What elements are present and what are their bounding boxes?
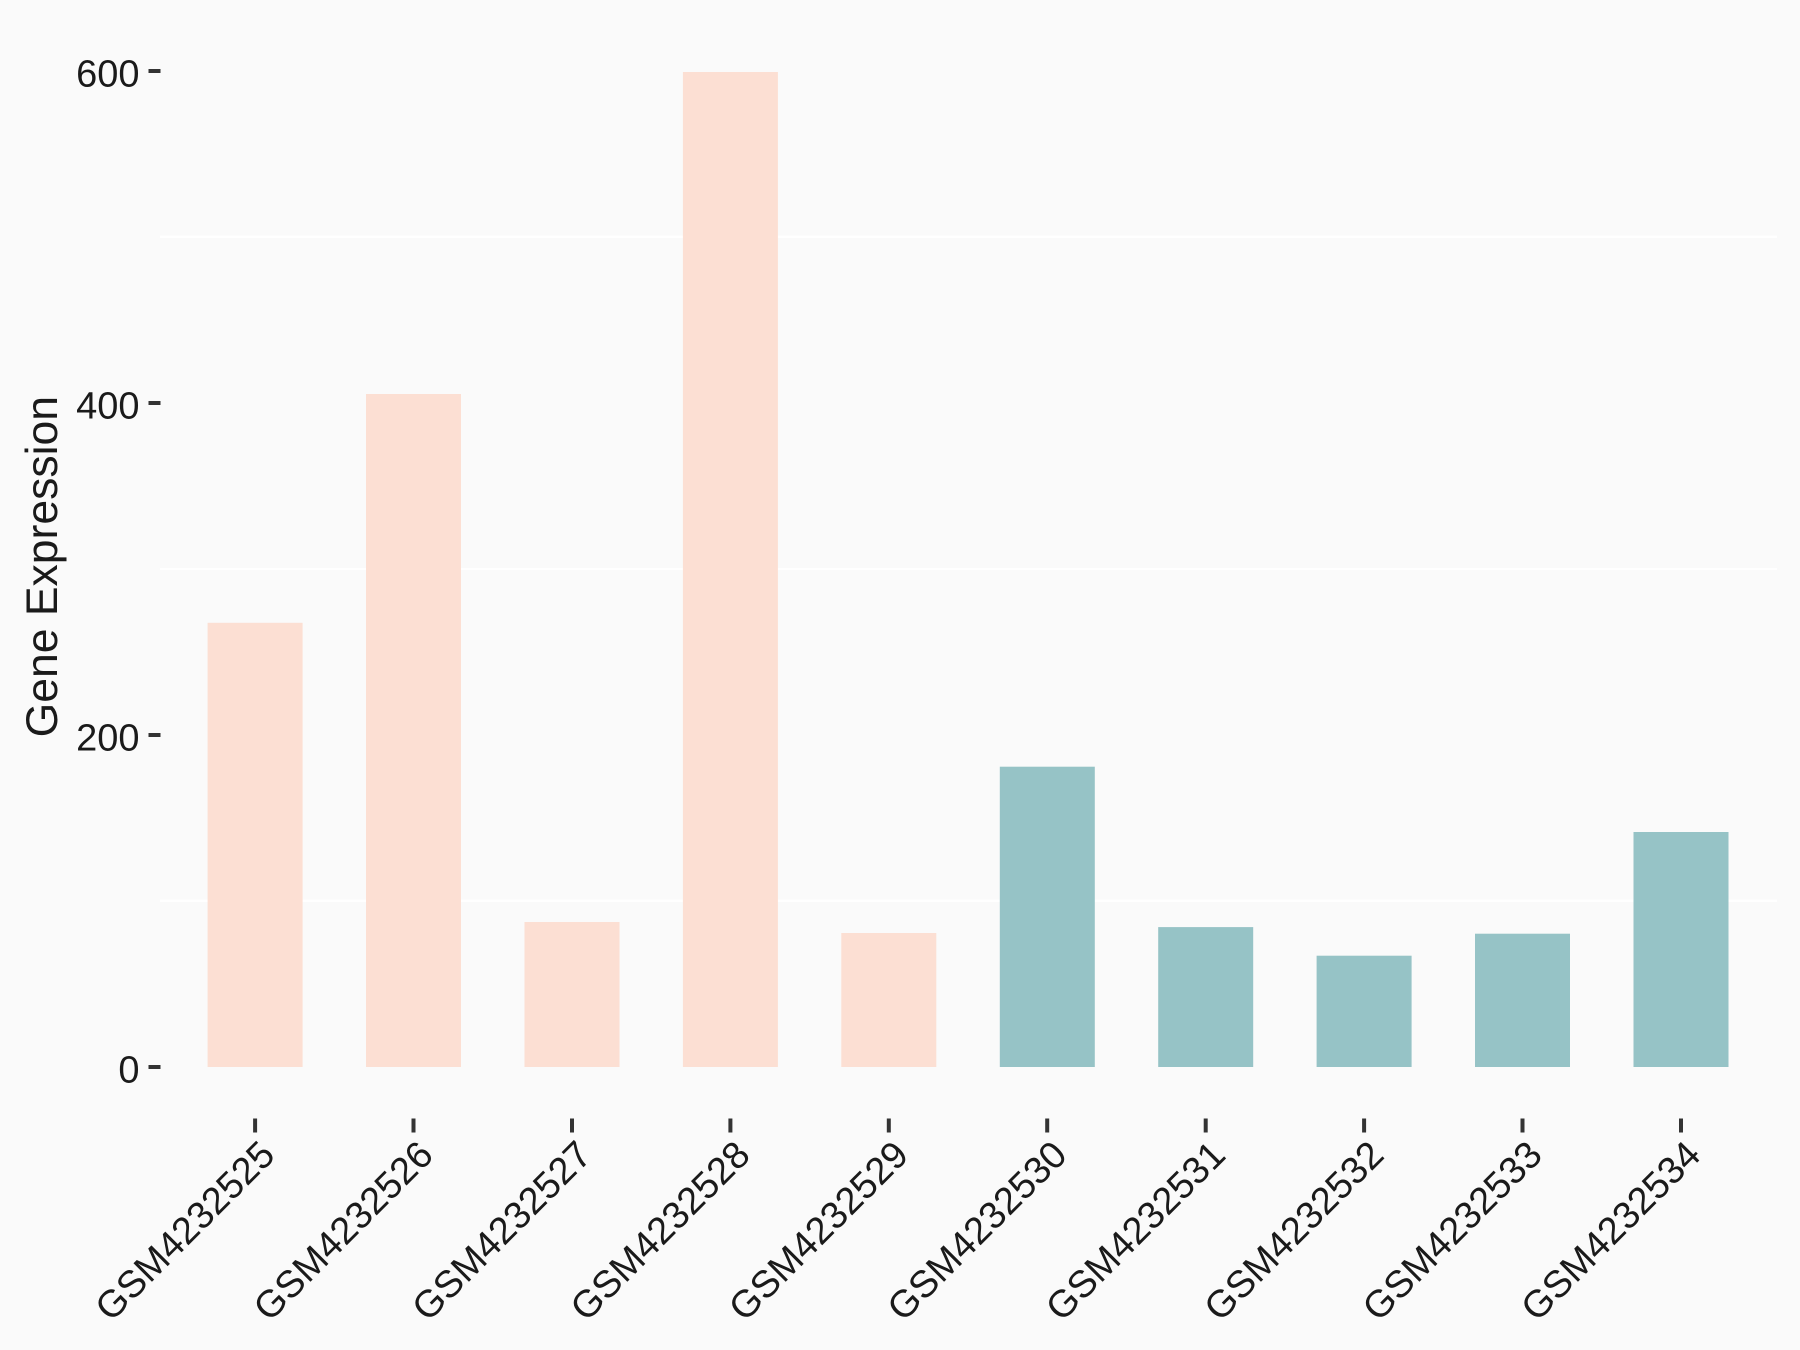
svg-text:Gene Expression: Gene Expression: [18, 396, 67, 737]
svg-text:200: 200: [76, 718, 139, 760]
svg-text:0: 0: [118, 1050, 139, 1092]
svg-text:600: 600: [76, 54, 139, 96]
svg-text:400: 400: [76, 386, 139, 428]
